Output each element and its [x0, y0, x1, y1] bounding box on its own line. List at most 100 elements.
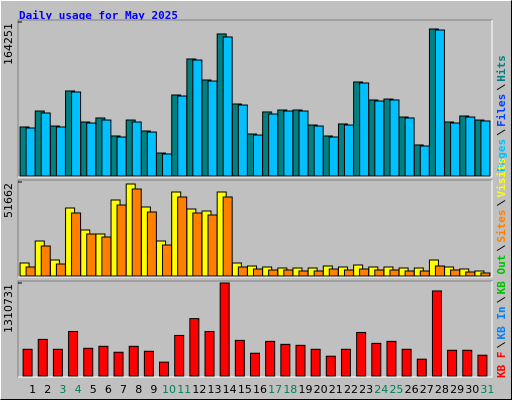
bar [222, 36, 233, 177]
bar [40, 112, 51, 177]
legend-label: Visits [495, 158, 508, 198]
x-tick-label: 17 [268, 383, 282, 396]
bar [477, 354, 488, 377]
x-tick-label: 22 [344, 383, 358, 396]
x-tick-label: 29 [450, 383, 464, 396]
bar [131, 121, 142, 177]
bar [389, 99, 400, 177]
bar [83, 347, 94, 377]
bar [174, 334, 185, 377]
bar [283, 110, 294, 177]
bar [55, 263, 66, 277]
legend-label: Sites [495, 210, 508, 243]
bar [328, 136, 339, 177]
bar [268, 269, 279, 277]
legend-label: Files [495, 94, 508, 127]
bar [146, 211, 157, 277]
bar [71, 91, 82, 177]
x-tick-label: 18 [283, 383, 297, 396]
x-tick-label: 23 [359, 383, 373, 396]
legend-separator [496, 296, 506, 303]
bar [25, 127, 36, 177]
bar [37, 338, 48, 377]
legend-label: Hits [495, 55, 508, 82]
bar [192, 59, 203, 177]
bar [68, 330, 79, 377]
bar [404, 117, 415, 177]
bar [71, 212, 82, 277]
chart-title: Daily usage for May 2025 [19, 9, 178, 22]
bar [313, 125, 324, 177]
bar [401, 348, 412, 377]
legend-separator [496, 342, 506, 348]
x-tick-label: 11 [177, 383, 191, 396]
bar [419, 270, 430, 277]
legend-separator [496, 245, 506, 252]
x-tick-label: 28 [435, 383, 449, 396]
x-tick-label: 19 [298, 383, 312, 396]
bar [359, 268, 370, 277]
bar [207, 214, 218, 277]
bar [356, 331, 367, 377]
bar [283, 269, 294, 277]
bar [253, 134, 263, 177]
bar [462, 349, 473, 377]
legend-label: KB F [495, 352, 508, 379]
x-tick-label: 16 [253, 383, 267, 396]
bar [343, 269, 354, 277]
legend-label: KB Out [495, 255, 508, 295]
bar [219, 282, 230, 377]
bar [113, 351, 124, 377]
legend-separator [496, 84, 506, 91]
bar [295, 344, 306, 377]
bar [222, 196, 233, 277]
y-tick-label: 164251 [2, 23, 15, 65]
bar [480, 272, 491, 277]
bar [101, 119, 112, 177]
x-tick-label: 15 [238, 383, 252, 396]
bar [162, 244, 173, 277]
y-tick-label: 51662 [2, 183, 15, 218]
bar [465, 116, 476, 177]
bar [265, 340, 276, 377]
x-tick-label: 5 [90, 383, 97, 396]
bar [250, 352, 260, 377]
bar [128, 345, 139, 377]
x-tick-label: 21 [329, 383, 343, 396]
bar [192, 212, 203, 277]
bar [177, 95, 188, 177]
x-tick-label: 9 [150, 383, 157, 396]
bar [116, 136, 127, 177]
x-tick-label: 3 [59, 383, 66, 396]
bar [189, 318, 200, 377]
bar [204, 330, 215, 377]
bar [159, 361, 170, 377]
bar [416, 358, 427, 377]
bar [359, 82, 370, 177]
bar [237, 104, 248, 177]
legend-label: KB In [495, 306, 508, 339]
bar [207, 80, 218, 177]
x-tick-label: 6 [105, 383, 112, 396]
bar [419, 145, 430, 177]
bar [268, 113, 279, 177]
bar [480, 120, 491, 177]
plot-bevel [18, 281, 493, 378]
x-tick-label: 24 [374, 383, 388, 396]
bar [98, 345, 109, 377]
bar [371, 342, 382, 377]
bar [343, 124, 354, 177]
legend-separator [496, 129, 506, 136]
bar [434, 29, 445, 177]
bar [143, 350, 154, 377]
plot-bevel [18, 20, 493, 178]
bar [253, 268, 263, 277]
x-tick-label: 2 [44, 383, 51, 396]
bar [146, 131, 157, 177]
bar [55, 126, 66, 177]
bar [116, 204, 127, 277]
x-tick-label: 14 [223, 383, 237, 396]
bar [40, 245, 51, 277]
